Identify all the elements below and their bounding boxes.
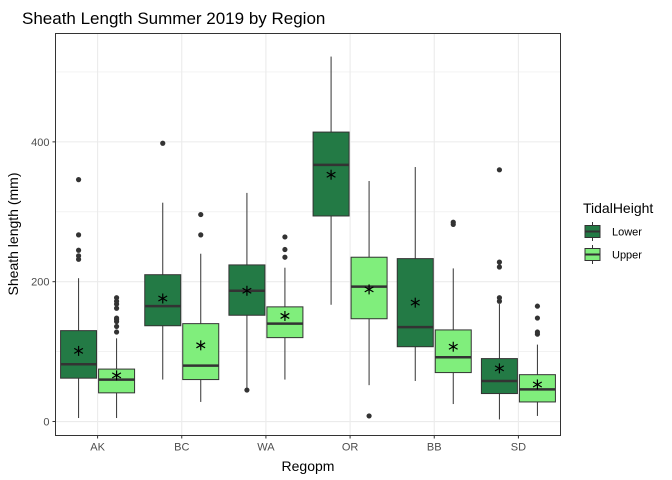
mean-marker	[111, 370, 122, 381]
box-upper-wa	[266, 234, 304, 380]
outlier-point	[496, 167, 503, 173]
y-axis: 0 200 400	[31, 137, 56, 429]
mean-marker	[196, 340, 206, 351]
plot-border	[55, 33, 561, 436]
box-lower-wa	[228, 192, 266, 393]
outlier-point	[113, 323, 120, 330]
legend-label: Lower	[612, 227, 642, 239]
outlier-point	[113, 315, 120, 321]
grid	[55, 33, 561, 436]
x-tick-label: BC	[174, 442, 189, 454]
outlier-point	[113, 305, 120, 311]
mean-marker	[494, 363, 505, 374]
box-upper-or	[350, 181, 388, 419]
box-iqr	[182, 323, 220, 381]
outlier-point	[496, 264, 503, 270]
x-tick-label: WA	[257, 442, 275, 454]
outlier-point	[113, 329, 120, 335]
legend-label: Upper	[612, 250, 642, 262]
outlier-point	[282, 254, 288, 260]
y-tick-label: 200	[31, 277, 49, 289]
legend-title: TidalHeight	[583, 200, 653, 216]
box-upper-bc	[182, 211, 220, 402]
mean-marker	[532, 379, 543, 390]
outlier-point	[198, 211, 204, 218]
x-tick-label: SD	[511, 442, 526, 454]
plot-background	[55, 33, 561, 436]
mean-marker	[364, 284, 374, 295]
x-tick-label: AK	[90, 442, 105, 454]
legend-item-lower: Lower	[584, 222, 642, 241]
outlier-point	[282, 234, 288, 240]
outlier-point	[75, 177, 82, 183]
mean-marker	[410, 297, 420, 308]
outlier-point	[113, 295, 120, 301]
mean-marker	[158, 293, 168, 304]
legend: TidalHeight Lower Upper	[583, 200, 653, 264]
y-tick-label: 400	[31, 137, 49, 149]
box-upper-bb	[434, 219, 472, 405]
box-lower-bb	[396, 167, 434, 381]
mean-marker	[280, 310, 290, 321]
box-lower-or	[312, 56, 350, 305]
outlier-point	[75, 247, 82, 253]
box-iqr	[98, 368, 136, 394]
box-layer	[60, 56, 556, 420]
box-upper-sd	[518, 303, 556, 416]
plot-panel	[55, 33, 561, 436]
x-tick-label: BB	[427, 442, 442, 454]
outlier-point	[75, 232, 82, 238]
outlier-point	[282, 246, 288, 253]
box-lower-ak	[60, 177, 98, 419]
box-iqr	[480, 358, 518, 395]
mean-marker	[242, 285, 252, 296]
mean-marker	[326, 169, 336, 180]
outlier-point	[244, 387, 250, 393]
mean-marker	[73, 345, 84, 356]
outlier-point	[450, 219, 456, 225]
x-axis-title: Regopm	[282, 458, 335, 474]
outlier-point	[496, 259, 503, 265]
x-tick-label: OR	[342, 442, 359, 454]
outlier-point	[75, 253, 82, 259]
box-lower-sd	[480, 167, 518, 420]
box-lower-bc	[144, 140, 182, 380]
y-axis-title: Sheath length (mm)	[5, 173, 21, 296]
y-tick-label: 0	[43, 417, 49, 429]
outlier-point	[534, 315, 541, 321]
x-axis: AK BC WA OR BB SD	[90, 435, 526, 454]
outlier-point	[496, 295, 503, 301]
outlier-point	[534, 329, 541, 335]
outlier-point	[366, 413, 372, 419]
box-upper-ak	[98, 295, 136, 419]
legend-item-upper: Upper	[584, 245, 642, 264]
outlier-point	[160, 140, 166, 146]
mean-marker	[448, 341, 458, 352]
outlier-point	[198, 232, 204, 238]
chart-title: Sheath Length Summer 2019 by Region	[22, 9, 325, 28]
outlier-point	[534, 303, 541, 309]
